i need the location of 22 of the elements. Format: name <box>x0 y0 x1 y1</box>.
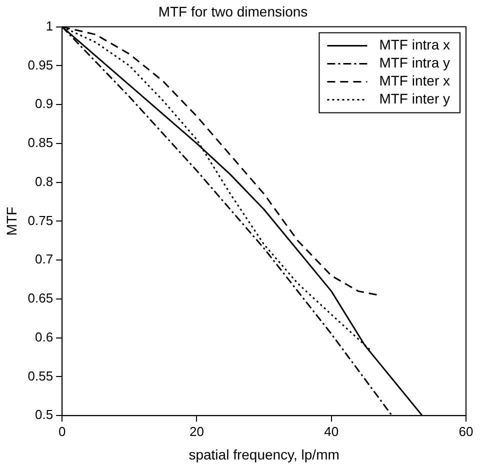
x-axis-title: spatial frequency, lp/mm <box>188 446 340 462</box>
legend-label: MTF inter x <box>379 72 450 89</box>
y-tick-label: 0.55 <box>28 368 54 384</box>
y-tick-label: 0.8 <box>35 174 54 189</box>
y-tick-label: 0.5 <box>35 407 54 422</box>
legend-label: MTF intra y <box>379 54 450 71</box>
y-tick-label: 0.7 <box>35 252 54 267</box>
chart-title: MTF for two dimensions <box>158 3 308 20</box>
legend-label: MTF inter y <box>379 90 450 107</box>
y-tick-label: 0.95 <box>28 57 54 72</box>
x-tick-label: 0 <box>58 424 66 439</box>
x-tick-label: 60 <box>458 424 474 439</box>
y-tick-label: 0.6 <box>35 329 54 344</box>
x-tick-label: 20 <box>190 424 204 439</box>
legend-label: MTF intra x <box>379 36 450 53</box>
x-tick-label: 40 <box>324 424 339 439</box>
y-axis-title: MTF <box>3 206 20 236</box>
y-tick-label: 0.65 <box>28 290 54 306</box>
y-tick-label: 1 <box>46 18 54 34</box>
y-tick-label: 0.85 <box>28 135 54 150</box>
y-tick-label: 0.75 <box>28 212 54 228</box>
y-tick-label: 0.9 <box>35 96 54 112</box>
